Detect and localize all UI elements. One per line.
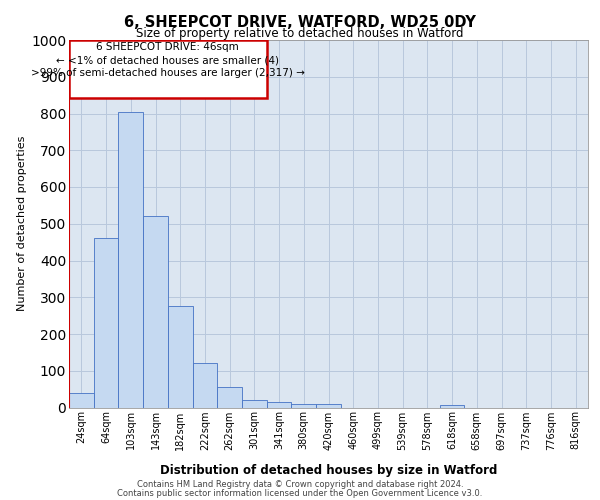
- Text: 6, SHEEPCOT DRIVE, WATFORD, WD25 0DY: 6, SHEEPCOT DRIVE, WATFORD, WD25 0DY: [124, 15, 476, 30]
- Y-axis label: Number of detached properties: Number of detached properties: [17, 136, 27, 312]
- Text: Size of property relative to detached houses in Watford: Size of property relative to detached ho…: [136, 28, 464, 40]
- Bar: [94, 238, 118, 408]
- X-axis label: Distribution of detached houses by size in Watford: Distribution of detached houses by size …: [160, 464, 497, 476]
- Text: 6 SHEEPCOT DRIVE: 46sqm: 6 SHEEPCOT DRIVE: 46sqm: [97, 42, 239, 52]
- Bar: [118, 112, 143, 408]
- Bar: [217, 388, 242, 407]
- Text: >99% of semi-detached houses are larger (2,317) →: >99% of semi-detached houses are larger …: [31, 68, 305, 78]
- Bar: [292, 404, 316, 407]
- Bar: [193, 364, 217, 408]
- Text: Contains HM Land Registry data © Crown copyright and database right 2024.: Contains HM Land Registry data © Crown c…: [137, 480, 463, 489]
- Bar: [440, 404, 464, 407]
- Bar: [168, 306, 193, 408]
- Text: Contains public sector information licensed under the Open Government Licence v3: Contains public sector information licen…: [118, 490, 482, 498]
- Bar: [242, 400, 267, 407]
- Bar: [316, 404, 341, 407]
- Bar: [143, 216, 168, 408]
- FancyBboxPatch shape: [69, 40, 267, 98]
- Bar: [69, 393, 94, 407]
- Bar: [267, 402, 292, 407]
- Text: ← <1% of detached houses are smaller (4): ← <1% of detached houses are smaller (4): [56, 55, 280, 65]
